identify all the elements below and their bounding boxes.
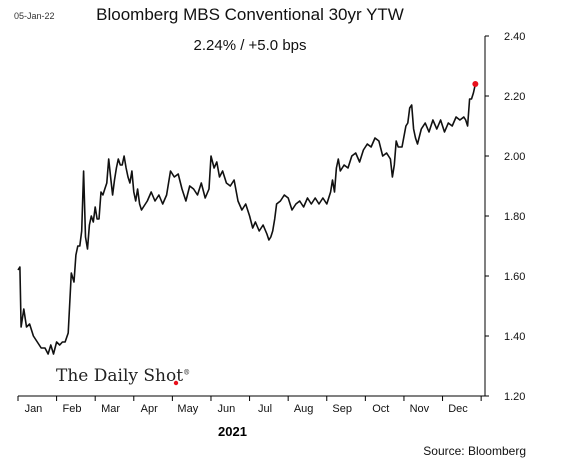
x-tick-label: Sep — [332, 403, 352, 415]
y-tick-label: 1.20 — [504, 391, 525, 403]
x-tick-label: Apr — [141, 403, 158, 415]
chart-series — [17, 81, 479, 386]
source-note: Source: Bloomberg — [423, 444, 526, 458]
x-tick-label: Nov — [410, 403, 430, 415]
y-tick-label: 1.80 — [504, 211, 525, 223]
chart-axes — [18, 36, 486, 397]
watermark-registered-mark: ® — [183, 368, 191, 377]
x-axis-label: 2021 — [218, 424, 247, 439]
x-tick-label: Dec — [448, 403, 468, 415]
x-tick-label: May — [177, 403, 198, 415]
y-tick-label: 1.60 — [504, 271, 525, 283]
y-tick-label: 2.00 — [504, 151, 525, 163]
series-line — [17, 83, 477, 355]
x-tick-label: Jun — [218, 403, 236, 415]
y-tick-label: 2.40 — [504, 31, 525, 43]
date-stamp: 05-Jan-22 — [14, 11, 55, 21]
x-tick-label: Jan — [25, 403, 43, 415]
x-tick-label: Oct — [372, 403, 389, 415]
watermark-logo: The Daily Shot® — [56, 366, 190, 386]
x-tick-label: Mar — [101, 403, 120, 415]
chart-title: Bloomberg MBS Conventional 30yr YTW — [96, 5, 404, 24]
x-tick-label: Jul — [258, 403, 272, 415]
watermark-dot — [173, 380, 179, 386]
y-tick-label: 2.20 — [504, 91, 525, 103]
y-tick-label: 1.40 — [504, 331, 525, 343]
x-tick-label: Aug — [294, 403, 314, 415]
chart-ticks: 1.20 1.40 1.60 1.80 2.00 2.20 2.40 Jan Feb Mar Apr… — [17, 31, 525, 415]
x-tick-label: Feb — [63, 403, 82, 415]
watermark-text: The Daily Shot — [56, 366, 184, 386]
last-value-marker — [472, 81, 479, 87]
chart-subtitle: 2.24% / +5.0 bps — [193, 37, 307, 54]
